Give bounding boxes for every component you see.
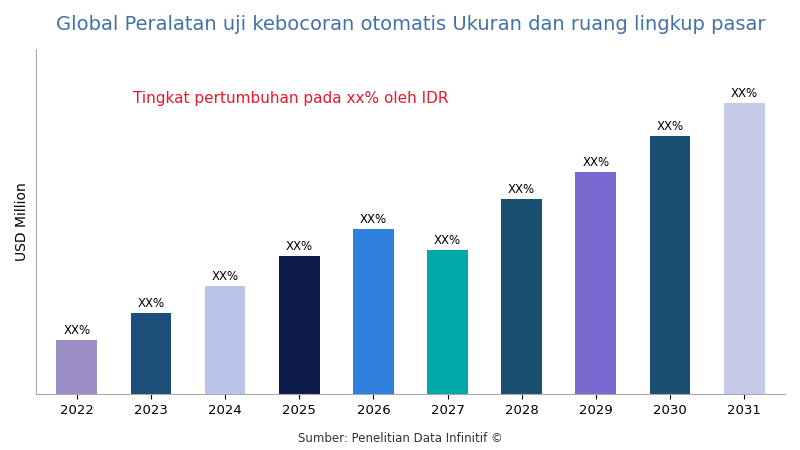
- Text: Sumber: Penelitian Data Infinitif ©: Sumber: Penelitian Data Infinitif ©: [298, 432, 502, 446]
- Bar: [56, 340, 97, 394]
- Text: XX%: XX%: [434, 234, 461, 247]
- Text: XX%: XX%: [286, 240, 313, 253]
- Text: XX%: XX%: [63, 324, 90, 337]
- Bar: [353, 230, 394, 394]
- Text: Tingkat pertumbuhan pada xx% oleh IDR: Tingkat pertumbuhan pada xx% oleh IDR: [134, 91, 449, 106]
- Bar: [502, 199, 542, 394]
- Bar: [650, 136, 690, 394]
- Text: XX%: XX%: [360, 213, 387, 226]
- Bar: [130, 313, 171, 394]
- Bar: [427, 250, 468, 394]
- Text: XX%: XX%: [730, 87, 758, 100]
- Bar: [724, 104, 765, 394]
- Text: XX%: XX%: [582, 156, 610, 169]
- Bar: [205, 286, 246, 394]
- Title: Global Peralatan uji kebocoran otomatis Ukuran dan ruang lingkup pasar: Global Peralatan uji kebocoran otomatis …: [56, 15, 766, 34]
- Bar: [575, 172, 616, 394]
- Bar: [279, 256, 320, 394]
- Text: XX%: XX%: [211, 270, 238, 283]
- Text: XX%: XX%: [508, 183, 535, 196]
- Text: XX%: XX%: [138, 297, 165, 310]
- Text: XX%: XX%: [657, 120, 684, 133]
- Y-axis label: USD Million: USD Million: [15, 183, 29, 261]
